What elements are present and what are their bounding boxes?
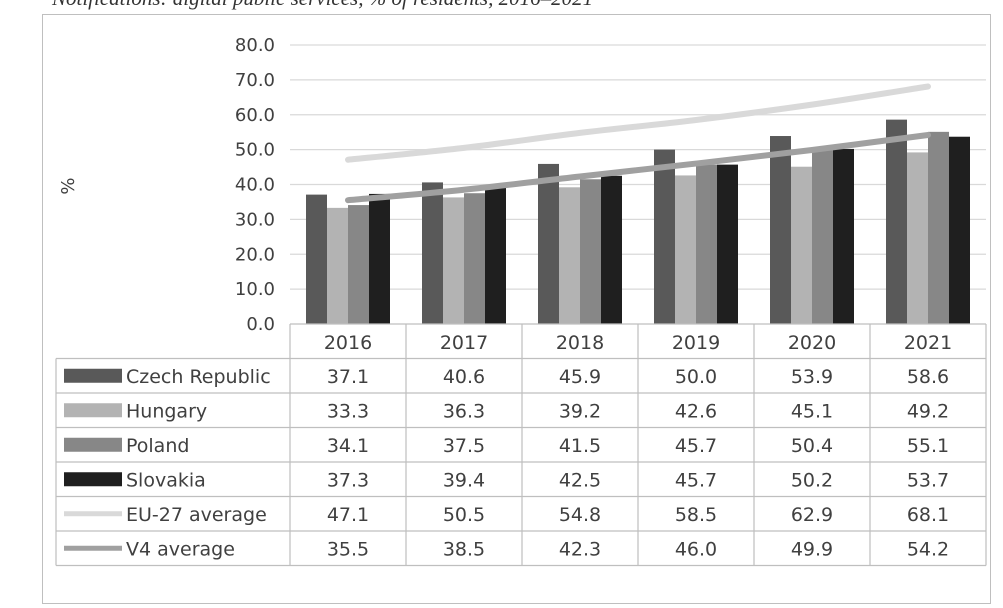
x-tick-label: 2018 xyxy=(556,332,604,354)
y-tick-label: 0.0 xyxy=(246,314,275,335)
bar-poland-2016 xyxy=(348,205,369,324)
x-tick-label: 2016 xyxy=(324,332,372,354)
bar-slovakia-2021 xyxy=(949,136,970,324)
legend-key-slovakia xyxy=(64,472,122,487)
data-label: 42.5 xyxy=(559,469,601,491)
data-label: 68.1 xyxy=(907,504,949,526)
y-tick-label: 20.0 xyxy=(235,244,275,265)
y-tick-label: 80.0 xyxy=(235,35,275,56)
bar-poland-2020 xyxy=(812,148,833,324)
bar-czech-republic-2017 xyxy=(422,182,443,324)
bar-czech-republic-2021 xyxy=(886,119,907,324)
data-label: 50.0 xyxy=(675,366,717,388)
x-tick-label: 2020 xyxy=(788,332,836,354)
data-label: 41.5 xyxy=(559,435,601,457)
data-label: 49.2 xyxy=(907,400,949,422)
x-tick-label: 2017 xyxy=(440,332,488,354)
legend-label: Czech Republic xyxy=(126,366,271,388)
bar-czech-republic-2019 xyxy=(654,149,675,324)
bar-slovakia-2020 xyxy=(833,148,854,324)
data-label: 53.7 xyxy=(907,469,949,491)
legend-label: V4 average xyxy=(126,538,235,560)
data-label: 37.5 xyxy=(443,435,485,457)
legend-label: Poland xyxy=(126,435,189,457)
data-label: 46.0 xyxy=(675,538,717,560)
y-tick-label: 50.0 xyxy=(235,140,275,161)
data-label: 58.6 xyxy=(907,366,949,388)
bar-hungary-2021 xyxy=(907,152,928,324)
bar-line-chart: 0.0 10.0 20.0 30.0 40.0 50.0 60.0 70.0 80.0% 2016… xyxy=(55,35,987,567)
x-tick-label: 2019 xyxy=(672,332,720,354)
data-label: 53.9 xyxy=(791,366,833,388)
data-label: 45.9 xyxy=(559,366,601,388)
data-label: 45.7 xyxy=(675,435,717,457)
data-label: 37.1 xyxy=(327,366,369,388)
bar-poland-2018 xyxy=(580,179,601,324)
data-label: 35.5 xyxy=(327,538,369,560)
bar-poland-2021 xyxy=(928,131,949,324)
data-label: 54.8 xyxy=(559,504,601,526)
legend-key-czech-republic xyxy=(64,368,122,383)
data-label: 50.2 xyxy=(791,469,833,491)
bar-hungary-2018 xyxy=(559,187,580,324)
legend-label: Slovakia xyxy=(126,469,206,491)
bar-hungary-2020 xyxy=(791,166,812,324)
x-tick-label: 2021 xyxy=(904,332,952,354)
data-label: 50.5 xyxy=(443,504,485,526)
data-label: 36.3 xyxy=(443,400,485,422)
y-tick-label: 60.0 xyxy=(235,105,275,126)
data-label: 42.3 xyxy=(559,538,601,560)
data-label: 55.1 xyxy=(907,435,949,457)
bar-slovakia-2018 xyxy=(601,175,622,324)
data-label: 38.5 xyxy=(443,538,485,560)
line-eu-27-average xyxy=(345,83,931,163)
bar-hungary-2016 xyxy=(327,207,348,324)
bar-poland-2019 xyxy=(696,164,717,324)
y-tick-label: 70.0 xyxy=(235,70,275,91)
bar-slovakia-2016 xyxy=(369,193,390,324)
data-label: 39.2 xyxy=(559,400,601,422)
chart-frame: 0.0 10.0 20.0 30.0 40.0 50.0 60.0 70.0 80.0% 2016… xyxy=(42,14,991,604)
data-label: 45.7 xyxy=(675,469,717,491)
bar-czech-republic-2018 xyxy=(538,163,559,324)
legend-label: Hungary xyxy=(126,400,207,422)
bar-slovakia-2019 xyxy=(717,164,738,324)
legend-key-hungary xyxy=(64,403,122,418)
data-label: 58.5 xyxy=(675,504,717,526)
bar-czech-republic-2016 xyxy=(306,194,327,324)
bar-czech-republic-2020 xyxy=(770,136,791,324)
data-label: 50.4 xyxy=(791,435,833,457)
data-label: 42.6 xyxy=(675,400,717,422)
data-label: 40.6 xyxy=(443,366,485,388)
y-axis-label: % xyxy=(58,177,79,194)
bar-hungary-2019 xyxy=(675,175,696,324)
legend-key-poland xyxy=(64,437,122,452)
legend-label: EU-27 average xyxy=(126,504,267,526)
data-label: 54.2 xyxy=(907,538,949,560)
data-label: 37.3 xyxy=(327,469,369,491)
y-tick-label: 30.0 xyxy=(235,209,275,230)
bar-hungary-2017 xyxy=(443,197,464,324)
bar-slovakia-2017 xyxy=(485,186,506,324)
data-label: 62.9 xyxy=(791,504,833,526)
chart-caption: Notifications: digital public services, … xyxy=(52,0,593,11)
y-tick-label: 10.0 xyxy=(235,279,275,300)
data-label: 49.9 xyxy=(791,538,833,560)
y-tick-label: 40.0 xyxy=(235,175,275,196)
data-label: 45.1 xyxy=(791,400,833,422)
bar-poland-2017 xyxy=(464,193,485,324)
data-label: 39.4 xyxy=(443,469,485,491)
data-label: 47.1 xyxy=(327,504,369,526)
data-label: 33.3 xyxy=(327,400,369,422)
line-v4-average xyxy=(345,131,931,204)
data-label: 34.1 xyxy=(327,435,369,457)
